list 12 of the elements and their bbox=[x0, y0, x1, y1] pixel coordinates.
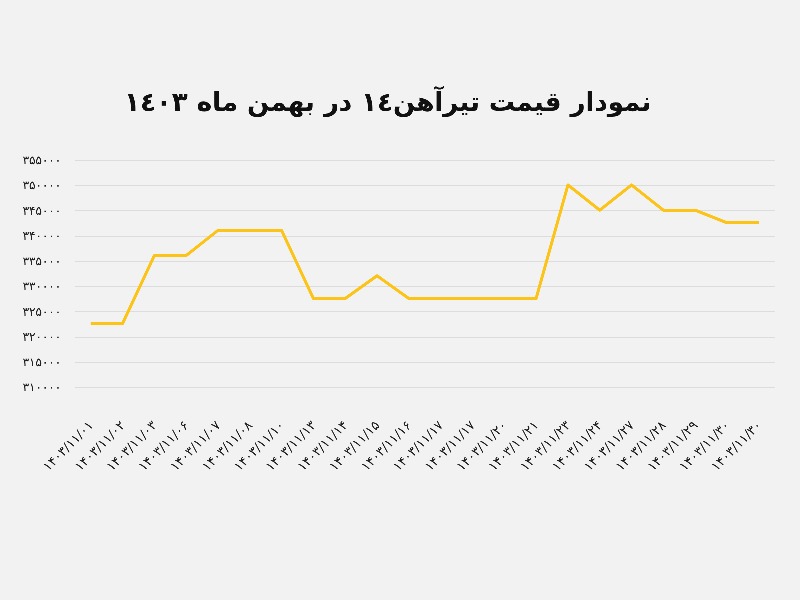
y-tick-label: ۳۳۰۰۰۰ bbox=[22, 280, 62, 294]
chart-title: نمودار قیمت تیرآهن١٤ در بهمن ماه ١٤٠٣ bbox=[124, 86, 652, 118]
line-series bbox=[89, 184, 761, 326]
y-tick-label: ۳۲۰۰۰۰ bbox=[22, 330, 62, 344]
y-tick-label: ۳۵۰۰۰۰ bbox=[22, 178, 62, 193]
y-tick-label: ۳۱۰۰۰۰ bbox=[22, 380, 62, 394]
y-tick-label: ۳۴۵۰۰۰ bbox=[22, 204, 62, 218]
y-tick-label: ۳۱۵۰۰۰ bbox=[22, 355, 62, 370]
y-tick-label: ۳۴۰۰۰۰ bbox=[22, 229, 62, 244]
y-tick-label: ۳۵۵۰۰۰ bbox=[22, 154, 62, 168]
y-tick-label: ۳۲۵۰۰۰ bbox=[22, 304, 62, 319]
y-tick-label: ۳۳۵۰۰۰ bbox=[22, 254, 62, 268]
